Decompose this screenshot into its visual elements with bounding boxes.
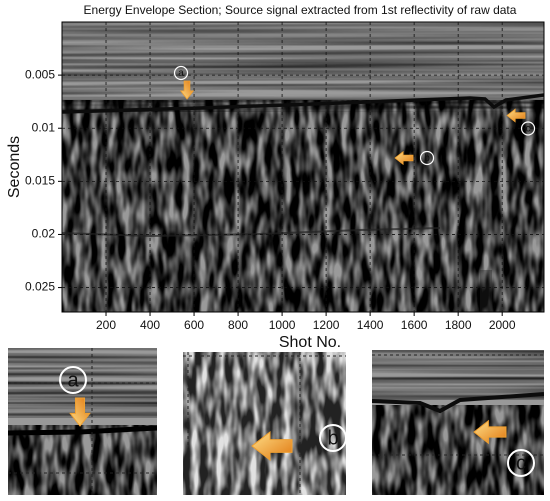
inset-label: a — [67, 369, 79, 391]
inset-b — [183, 352, 346, 495]
inset-arrow — [251, 430, 293, 462]
x-tick-label: 1800 — [445, 318, 472, 332]
annotation-arrow — [179, 80, 195, 100]
x-tick-label: 1000 — [269, 318, 296, 332]
annotation-circle — [173, 65, 189, 81]
annotation-circle — [419, 150, 435, 166]
y-tick-label: 0.02 — [32, 227, 56, 241]
x-tick-label: 600 — [184, 318, 204, 332]
seismic-image — [62, 22, 544, 312]
annotation-circle — [520, 121, 536, 136]
plot-frame — [61, 21, 545, 313]
annotation-arrow — [394, 150, 414, 166]
x-tick-label: 1400 — [357, 318, 384, 332]
y-tick-label: 0.01 — [32, 120, 56, 134]
chart-title: Energy Envelope Section; Source signal e… — [84, 3, 517, 17]
x-axis-label: Shot No. — [279, 334, 341, 351]
y-tick-label: 0.025 — [25, 280, 55, 294]
x-tick-label: 1200 — [313, 318, 340, 332]
inset-circle — [319, 424, 347, 452]
y-axis-label: Seconds — [6, 136, 23, 198]
inset-label: c — [516, 452, 526, 474]
inset-label: b — [327, 427, 338, 449]
x-tick-label: 800 — [228, 318, 248, 332]
inset-circle — [59, 366, 87, 394]
annotation-arrow — [506, 108, 526, 123]
x-tick-label: 2000 — [489, 318, 516, 332]
annotation-label: a — [178, 68, 184, 79]
annotation-label: c — [526, 124, 531, 135]
inset-arrow — [473, 419, 507, 445]
inset-arrow — [69, 397, 91, 427]
inset-c — [372, 350, 544, 495]
x-tick-label: 400 — [140, 318, 160, 332]
y-tick-label: 0.015 — [25, 174, 55, 188]
y-tick-label: 0.005 — [25, 67, 55, 81]
x-tick-label: 1600 — [401, 318, 428, 332]
inset-circle — [507, 449, 535, 477]
x-tick-label: 200 — [96, 318, 116, 332]
annotation-label: b — [424, 153, 430, 164]
